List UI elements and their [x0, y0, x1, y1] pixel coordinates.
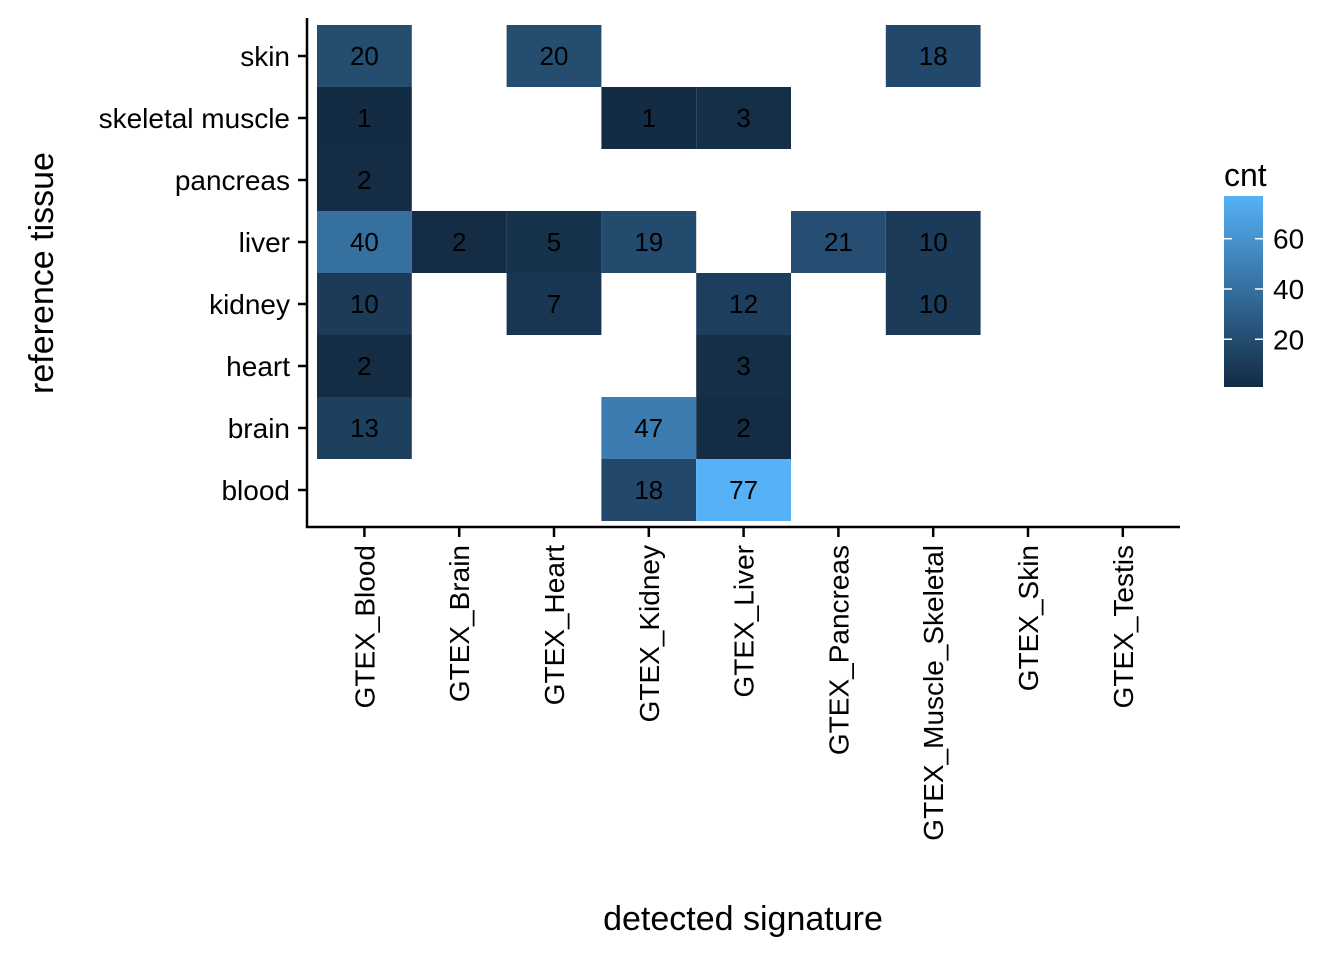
heatmap-cell	[601, 397, 697, 459]
heatmap-cell	[317, 335, 412, 397]
cell-value-label: 2	[452, 227, 466, 257]
cell-value-label: 20	[350, 41, 379, 71]
cell-value-label: 21	[824, 227, 853, 257]
legend-tick-label: 60	[1273, 224, 1304, 255]
y-tick-label: blood	[221, 475, 290, 506]
heatmap-cell	[885, 211, 981, 273]
x-tick-label: GTEX_Kidney	[634, 545, 665, 722]
heatmap-cell	[317, 149, 412, 211]
heatmap-cell	[696, 397, 791, 459]
cell-value-label: 2	[357, 165, 371, 195]
x-tick-label: GTEX_Heart	[539, 545, 570, 705]
legend-ticks: 20 40 60	[1224, 224, 1304, 355]
heatmap-cell	[506, 211, 602, 273]
cell-value-label: 10	[919, 289, 948, 319]
heatmap-cell	[317, 25, 412, 87]
heatmap-cells	[317, 25, 981, 521]
x-tick-label: GTEX_Liver	[729, 545, 760, 698]
heatmap-cell	[696, 335, 791, 397]
heatmap-cell	[696, 273, 791, 335]
heatmap-cell	[696, 459, 791, 521]
cell-value-label: 1	[642, 103, 656, 133]
cell-value-label: 3	[736, 103, 750, 133]
cell-value-label: 20	[540, 41, 569, 71]
cell-value-label: 10	[350, 289, 379, 319]
heatmap-cell	[601, 459, 697, 521]
legend-colorbar	[1224, 196, 1263, 387]
heatmap-cell	[317, 397, 412, 459]
heatmap-cell	[317, 273, 412, 335]
heatmap-cell	[411, 211, 507, 273]
x-tick-label: GTEX_Pancreas	[823, 545, 854, 755]
y-tick-label: kidney	[209, 289, 290, 320]
cell-value-label: 5	[547, 227, 561, 257]
legend-tick-label: 20	[1273, 324, 1304, 355]
heatmap-cell	[601, 87, 697, 149]
y-axis-title: reference tissue	[23, 152, 61, 394]
cell-value-label: 3	[736, 351, 750, 381]
x-tick-label: GTEX_Brain	[444, 545, 475, 702]
legend: cnt 20 40 60	[1224, 157, 1304, 387]
cell-value-label: 2	[736, 413, 750, 443]
heatmap-cell	[696, 87, 791, 149]
y-tick-label: skin	[240, 41, 290, 72]
y-tick-label: brain	[228, 413, 290, 444]
cell-value-label: 1	[357, 103, 371, 133]
cell-value-label: 77	[729, 475, 758, 505]
cell-value-label: 18	[919, 41, 948, 71]
heatmap-cell	[885, 273, 981, 335]
y-axis-ticks: skin skeletal muscle pancreas liver kidney he…	[99, 41, 306, 506]
cell-value-label: 2	[357, 351, 371, 381]
legend-title: cnt	[1224, 157, 1267, 193]
cell-value-label: 13	[350, 413, 379, 443]
heatmap-cell	[506, 25, 602, 87]
x-tick-label: GTEX_Muscle_Skeletal	[918, 545, 949, 841]
y-tick-label: liver	[239, 227, 290, 258]
cell-value-label: 40	[350, 227, 379, 257]
heatmap-cell	[791, 211, 886, 273]
heatmap-cell	[885, 25, 981, 87]
heatmap-cell	[601, 211, 697, 273]
cell-value-label: 19	[634, 227, 663, 257]
cell-value-label: 47	[634, 413, 663, 443]
x-tick-label: GTEX_Blood	[349, 545, 380, 708]
cell-value-label: 10	[919, 227, 948, 257]
cell-value-label: 18	[634, 475, 663, 505]
heatmap-cell	[506, 273, 602, 335]
heatmap-cell	[317, 87, 412, 149]
cell-value-label: 12	[729, 289, 758, 319]
heatmap-cell	[317, 211, 412, 273]
x-tick-label: GTEX_Testis	[1108, 545, 1139, 708]
legend-tick-label: 40	[1273, 274, 1304, 305]
y-tick-label: skeletal muscle	[99, 103, 290, 134]
y-tick-label: pancreas	[175, 165, 290, 196]
cell-value-label: 7	[547, 289, 561, 319]
x-axis-ticks: GTEX_Blood GTEX_Brain GTEX_Heart GTEX_Kidne…	[349, 528, 1139, 841]
y-tick-label: heart	[226, 351, 290, 382]
x-tick-label: GTEX_Skin	[1013, 545, 1044, 691]
x-axis-title: detected signature	[603, 900, 883, 938]
